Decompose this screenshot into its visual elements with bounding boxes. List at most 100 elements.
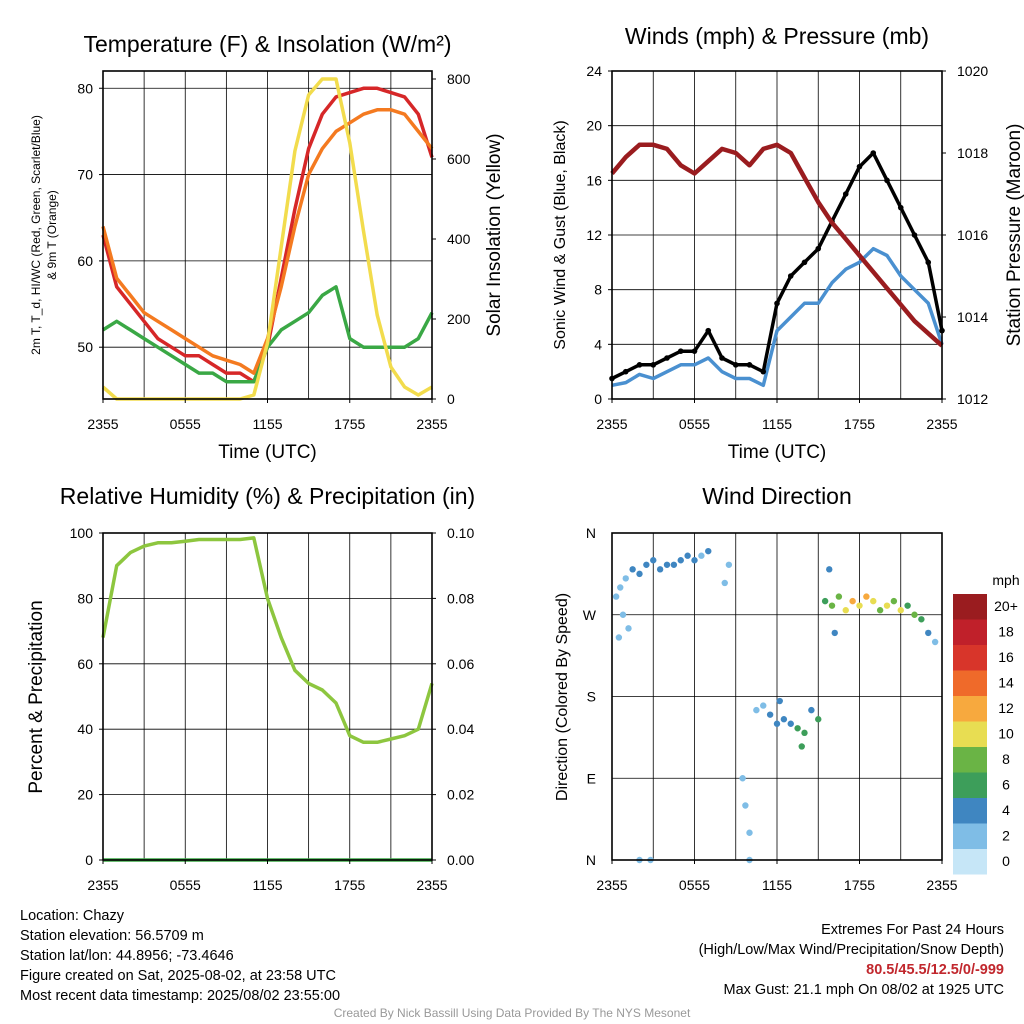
- direction-point: [773, 720, 781, 727]
- direction-point: [619, 611, 627, 618]
- extremes-values: 80.5/45.5/12.5/0/-999: [866, 962, 1004, 978]
- colorbar-swatch: [953, 823, 987, 849]
- gust-point: [719, 355, 725, 361]
- y-tick-label-right: 0.08: [447, 590, 474, 606]
- gust-point: [760, 368, 767, 375]
- x-tick-label: 1755: [844, 416, 875, 432]
- y-tick-label-right: 0.02: [447, 787, 474, 803]
- y-tick-label: 16: [586, 172, 602, 188]
- gust-point: [677, 348, 684, 354]
- direction-point: [643, 561, 650, 568]
- y-tick-label-right: 600: [447, 151, 471, 167]
- colorbar-swatch: [953, 747, 987, 773]
- chart-title: Winds (mph) & Pressure (mb): [625, 23, 929, 49]
- y-tick-label: 24: [586, 63, 602, 79]
- extremes-subtitle: (High/Low/Max Wind/Precipitation/Snow De…: [698, 942, 1004, 958]
- direction-point: [691, 557, 698, 564]
- x-axis-label: Time (UTC): [728, 442, 827, 463]
- x-tick-label: 2355: [926, 416, 957, 432]
- direction-point: [766, 711, 774, 718]
- y-tick-label-right: 400: [447, 231, 471, 247]
- extremes-title: Extremes For Past 24 Hours: [821, 922, 1004, 938]
- elevation-text: Station elevation: 56.5709 m: [20, 928, 204, 944]
- gust-point: [870, 150, 877, 156]
- created-text: Figure created on Sat, 2025-08-02, at 23…: [20, 968, 336, 984]
- y-tick-label-right: 0.04: [447, 721, 474, 737]
- x-axis-label: Time (UTC): [218, 442, 317, 463]
- x-tick-label: 0555: [170, 416, 201, 432]
- x-tick-label: 1155: [252, 416, 282, 432]
- x-tick-label: 2355: [87, 877, 118, 893]
- chart-title: Relative Humidity (%) & Precipitation (i…: [60, 483, 475, 509]
- direction-point: [863, 593, 870, 600]
- y-tick-label: 40: [77, 721, 93, 737]
- credit-text: Created By Nick Bassill Using Data Provi…: [333, 1006, 691, 1020]
- direction-point: [725, 561, 733, 568]
- x-tick-label: 2355: [87, 416, 118, 432]
- direction-point: [897, 607, 904, 614]
- y-tick-label: 60: [77, 253, 93, 269]
- y-tick-label-right: 1012: [957, 391, 988, 407]
- colorbar-swatch: [953, 772, 987, 798]
- y-tick-label-right: 0: [447, 391, 455, 407]
- direction-point: [870, 597, 877, 605]
- colorbar-label: 12: [998, 700, 1014, 716]
- direction-point: [760, 702, 767, 709]
- direction-point: [787, 720, 794, 727]
- x-tick-label: 1155: [762, 416, 792, 432]
- latlon-text: Station lat/lon: 44.8956; -73.4646: [20, 948, 234, 964]
- direction-point: [739, 775, 746, 782]
- y-tick-label-right: 1016: [957, 227, 988, 243]
- x-tick-label: 2355: [596, 416, 627, 432]
- direction-point: [677, 557, 684, 564]
- gust-point: [856, 163, 863, 170]
- colorbar-label: 14: [998, 675, 1014, 691]
- direction-point: [625, 625, 632, 632]
- colorbar-label: 2: [1002, 828, 1010, 844]
- direction-point: [826, 566, 833, 573]
- y-axis-label: 2m T, T_d, HI/WC (Red, Green, Scarlet/Bl…: [29, 115, 43, 355]
- y-axis-label-right: Solar Insolation (Yellow): [484, 133, 505, 336]
- y-tick-label: S: [587, 689, 596, 705]
- colorbar-swatch: [953, 670, 987, 696]
- direction-point: [698, 552, 705, 559]
- direction-point: [684, 552, 691, 559]
- y-tick-label: 60: [77, 656, 93, 672]
- y-tick-label-right: 1014: [957, 309, 988, 325]
- direction-point: [753, 706, 760, 714]
- direction-point: [746, 829, 753, 836]
- y-tick-label-right: 1018: [957, 145, 988, 161]
- y-axis-label-right: Station Pressure (Maroon): [1004, 124, 1024, 347]
- direction-point: [849, 597, 856, 605]
- direction-point: [617, 584, 624, 591]
- gust-point: [732, 362, 739, 368]
- direction-point: [883, 602, 891, 609]
- x-tick-label: 1155: [252, 877, 282, 893]
- gust-point: [787, 273, 794, 279]
- gust-point: [801, 259, 808, 266]
- direction-point: [798, 743, 805, 750]
- direction-point: [808, 706, 815, 714]
- x-tick-label: 1155: [762, 877, 792, 893]
- gust-point: [746, 362, 753, 368]
- direction-point: [670, 561, 678, 568]
- y-tick-label: E: [587, 770, 596, 786]
- direction-point: [615, 634, 623, 641]
- direction-point: [842, 607, 849, 614]
- colorbar-label: 8: [1002, 751, 1010, 767]
- series-line: [611, 246, 944, 388]
- colorbar-swatch: [953, 619, 987, 645]
- x-tick-label: 1755: [334, 877, 365, 893]
- y-axis-label: Direction (Colored By Speed): [554, 593, 571, 801]
- direction-point: [650, 557, 657, 564]
- gust-point: [636, 362, 643, 368]
- x-tick-label: 0555: [679, 416, 710, 432]
- gust-point: [705, 327, 712, 334]
- y-tick-label-right: 0.10: [447, 525, 474, 541]
- x-tick-label: 0555: [679, 877, 710, 893]
- direction-point: [815, 716, 822, 723]
- direction-point: [794, 725, 801, 732]
- y-tick-label: 0: [594, 391, 602, 407]
- location-text: Location: Chazy: [20, 908, 124, 924]
